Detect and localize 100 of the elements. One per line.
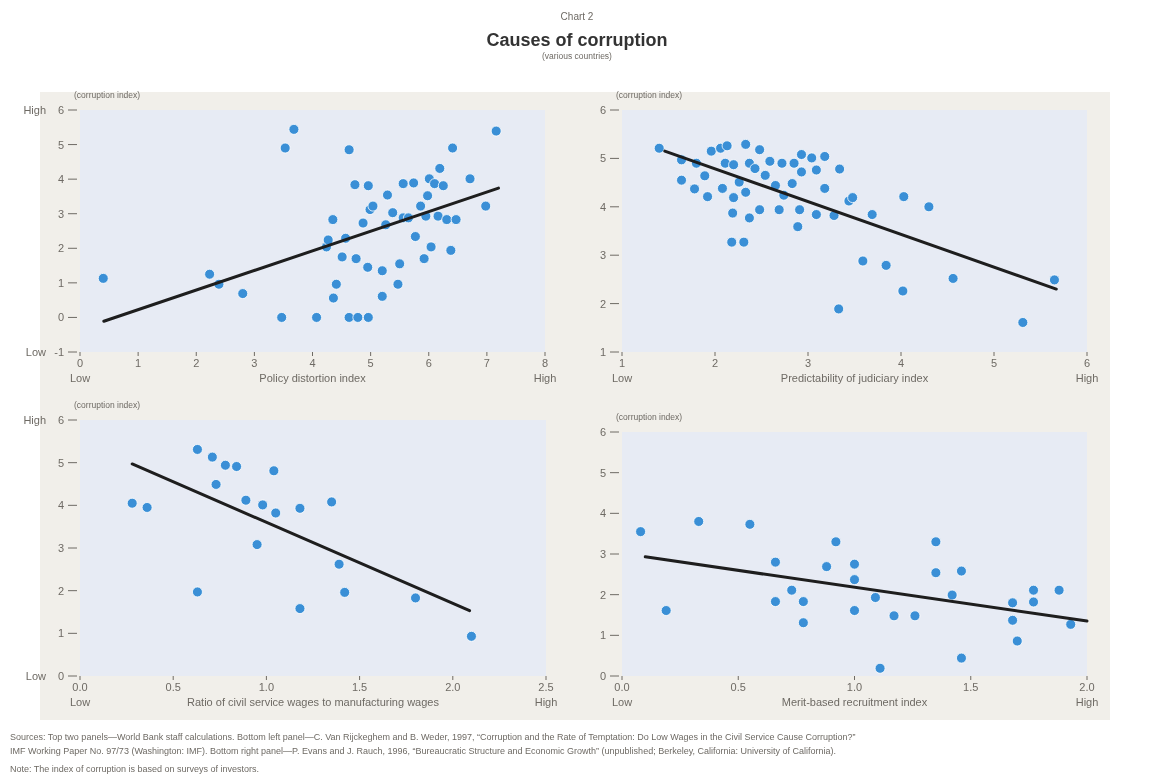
point xyxy=(367,200,379,212)
point xyxy=(1007,597,1018,609)
x-tick-label: 8 xyxy=(541,357,549,369)
point xyxy=(1028,596,1039,608)
point xyxy=(866,209,878,220)
point xyxy=(786,178,798,189)
point xyxy=(330,278,342,290)
point xyxy=(754,144,766,156)
point xyxy=(231,461,242,472)
point xyxy=(759,169,771,181)
point xyxy=(676,174,687,186)
x-tick-label: 5 xyxy=(990,357,998,369)
point xyxy=(727,207,739,219)
x-tick-label: 6 xyxy=(425,357,432,369)
point xyxy=(349,179,361,191)
point xyxy=(770,556,781,568)
point xyxy=(849,558,860,570)
y-tick-label: 3 xyxy=(599,548,606,560)
point xyxy=(240,494,252,506)
point xyxy=(357,217,369,229)
point xyxy=(327,214,339,225)
point xyxy=(909,610,921,622)
point xyxy=(1049,274,1060,286)
y-axis-title: (corruption index) xyxy=(616,412,683,422)
text: IMF Working Paper No. 97/73 (Washington: IMF). Bottom right panel—P. Evans and J. Rauch, 1996, “Bureaucratic Structure and Economic Growth” (unpublished; Berkeley, California: University of California). xyxy=(10,746,837,756)
point xyxy=(776,157,788,169)
point xyxy=(376,290,388,302)
point xyxy=(874,662,886,674)
point xyxy=(833,303,845,315)
point xyxy=(1007,614,1018,626)
point xyxy=(464,173,476,185)
point xyxy=(362,261,374,273)
y-tick-label: 6 xyxy=(57,104,64,116)
point xyxy=(333,558,345,570)
y-tick-label: 5 xyxy=(57,456,64,469)
point xyxy=(192,444,203,455)
point xyxy=(796,166,807,178)
point xyxy=(897,285,909,297)
point xyxy=(394,258,406,270)
y-tick-label: 4 xyxy=(599,200,606,213)
x-tick-label: 0.0 xyxy=(72,681,88,693)
x-tick-label: 2 xyxy=(193,357,200,369)
point xyxy=(770,596,781,607)
point xyxy=(788,157,800,169)
x-tick-label: 1 xyxy=(618,357,626,369)
y-tick-label: 4 xyxy=(57,173,64,186)
point xyxy=(450,214,462,225)
point xyxy=(382,189,393,201)
point xyxy=(810,209,822,220)
text: (various countries) xyxy=(542,51,613,61)
point xyxy=(237,288,249,299)
point xyxy=(810,164,822,176)
x-tick-label: 3 xyxy=(804,357,812,369)
y-tick-label: 6 xyxy=(57,414,64,426)
text: High xyxy=(1075,696,1099,708)
point xyxy=(721,140,733,152)
point xyxy=(956,652,967,664)
x-tick-label: 2 xyxy=(711,357,719,369)
point xyxy=(343,144,355,156)
y-axis-title: (corruption index) xyxy=(616,90,683,100)
point xyxy=(206,451,218,463)
point xyxy=(97,272,109,284)
point xyxy=(797,617,809,629)
point xyxy=(339,586,351,598)
x-tick-label: 2.5 xyxy=(538,681,554,693)
text: High xyxy=(23,414,46,426)
point xyxy=(279,142,291,154)
point xyxy=(336,251,348,263)
text: High xyxy=(534,696,558,708)
x-tick-label: 6 xyxy=(1083,357,1091,369)
source-note: Sources: Top two panels—World Bank staff calculations. Bottom left panel—C. Van Rijckeghem and B. Weder, 1997, “Corruption and the Rate of Temptation: Do Low Wages in the Civil Service Cause Corruption?” xyxy=(10,732,856,742)
point xyxy=(1017,317,1029,328)
point xyxy=(794,204,806,216)
y-tick-label: 2 xyxy=(599,297,606,310)
point xyxy=(432,210,444,222)
x-tick-label: 1.5 xyxy=(351,681,368,693)
point xyxy=(819,151,831,162)
point xyxy=(362,180,374,192)
point xyxy=(409,231,421,242)
y-tick-label: 6 xyxy=(599,104,606,116)
point xyxy=(251,539,263,550)
x-tick-label: 4 xyxy=(309,357,316,369)
x-axis-title: Ratio of civil service wages to manufacturing wages xyxy=(187,696,440,708)
x-tick-label: 7 xyxy=(483,357,490,369)
point xyxy=(693,516,705,527)
text: Low xyxy=(611,696,633,708)
point xyxy=(126,497,138,509)
point xyxy=(397,178,409,190)
y-tick-label: 3 xyxy=(599,249,606,262)
point xyxy=(744,212,755,224)
x-tick-label: 1.0 xyxy=(258,681,275,693)
point xyxy=(947,273,959,284)
y-tick-label: 0 xyxy=(57,311,64,324)
point xyxy=(728,159,739,171)
point xyxy=(749,163,761,174)
point xyxy=(257,499,269,511)
point xyxy=(702,191,713,203)
point xyxy=(796,149,807,160)
point xyxy=(660,605,672,616)
point xyxy=(1011,635,1023,647)
